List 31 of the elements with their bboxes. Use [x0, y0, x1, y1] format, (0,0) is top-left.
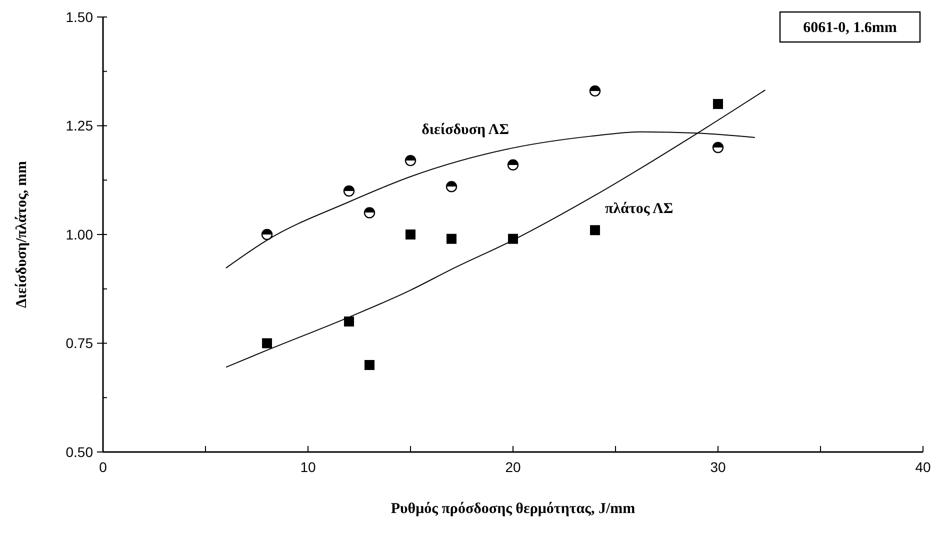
y-tick-label: 1.50 [66, 8, 94, 25]
x-tick-label: 0 [99, 459, 108, 475]
point [507, 159, 519, 170]
point [446, 234, 456, 244]
y-tick-label: 1.25 [66, 118, 94, 134]
y-tick-label: 0.50 [66, 444, 94, 460]
point [712, 142, 724, 154]
point [590, 225, 600, 236]
x-axis-title: Ρυθμός πρόσδοσης θερμότητας, J/mm [390, 501, 636, 517]
point [261, 228, 273, 240]
series-label: πλάτος ΛΣ [605, 200, 674, 217]
point [262, 338, 272, 348]
point [364, 360, 374, 370]
point [713, 99, 723, 109]
series-label: διείσδυση ΛΣ [422, 122, 510, 138]
x-tick-label: 40 [915, 459, 931, 475]
point [404, 154, 416, 166]
y-tick-label: 1.00 [66, 226, 94, 242]
x-tick-label: 30 [710, 459, 726, 475]
point [589, 85, 601, 97]
point [343, 185, 355, 197]
x-tick-label: 10 [300, 459, 316, 475]
point [344, 316, 354, 326]
y-tick-label: 0.75 [66, 335, 94, 352]
point [406, 230, 416, 240]
annotation: 6061-0, 1.6mm [803, 20, 898, 36]
y-axis-title: Διείσδυση/πλάτος, mm [14, 160, 30, 308]
point [446, 181, 458, 192]
point [364, 207, 376, 218]
line-series [226, 90, 766, 368]
x-tick-label: 20 [505, 459, 521, 475]
